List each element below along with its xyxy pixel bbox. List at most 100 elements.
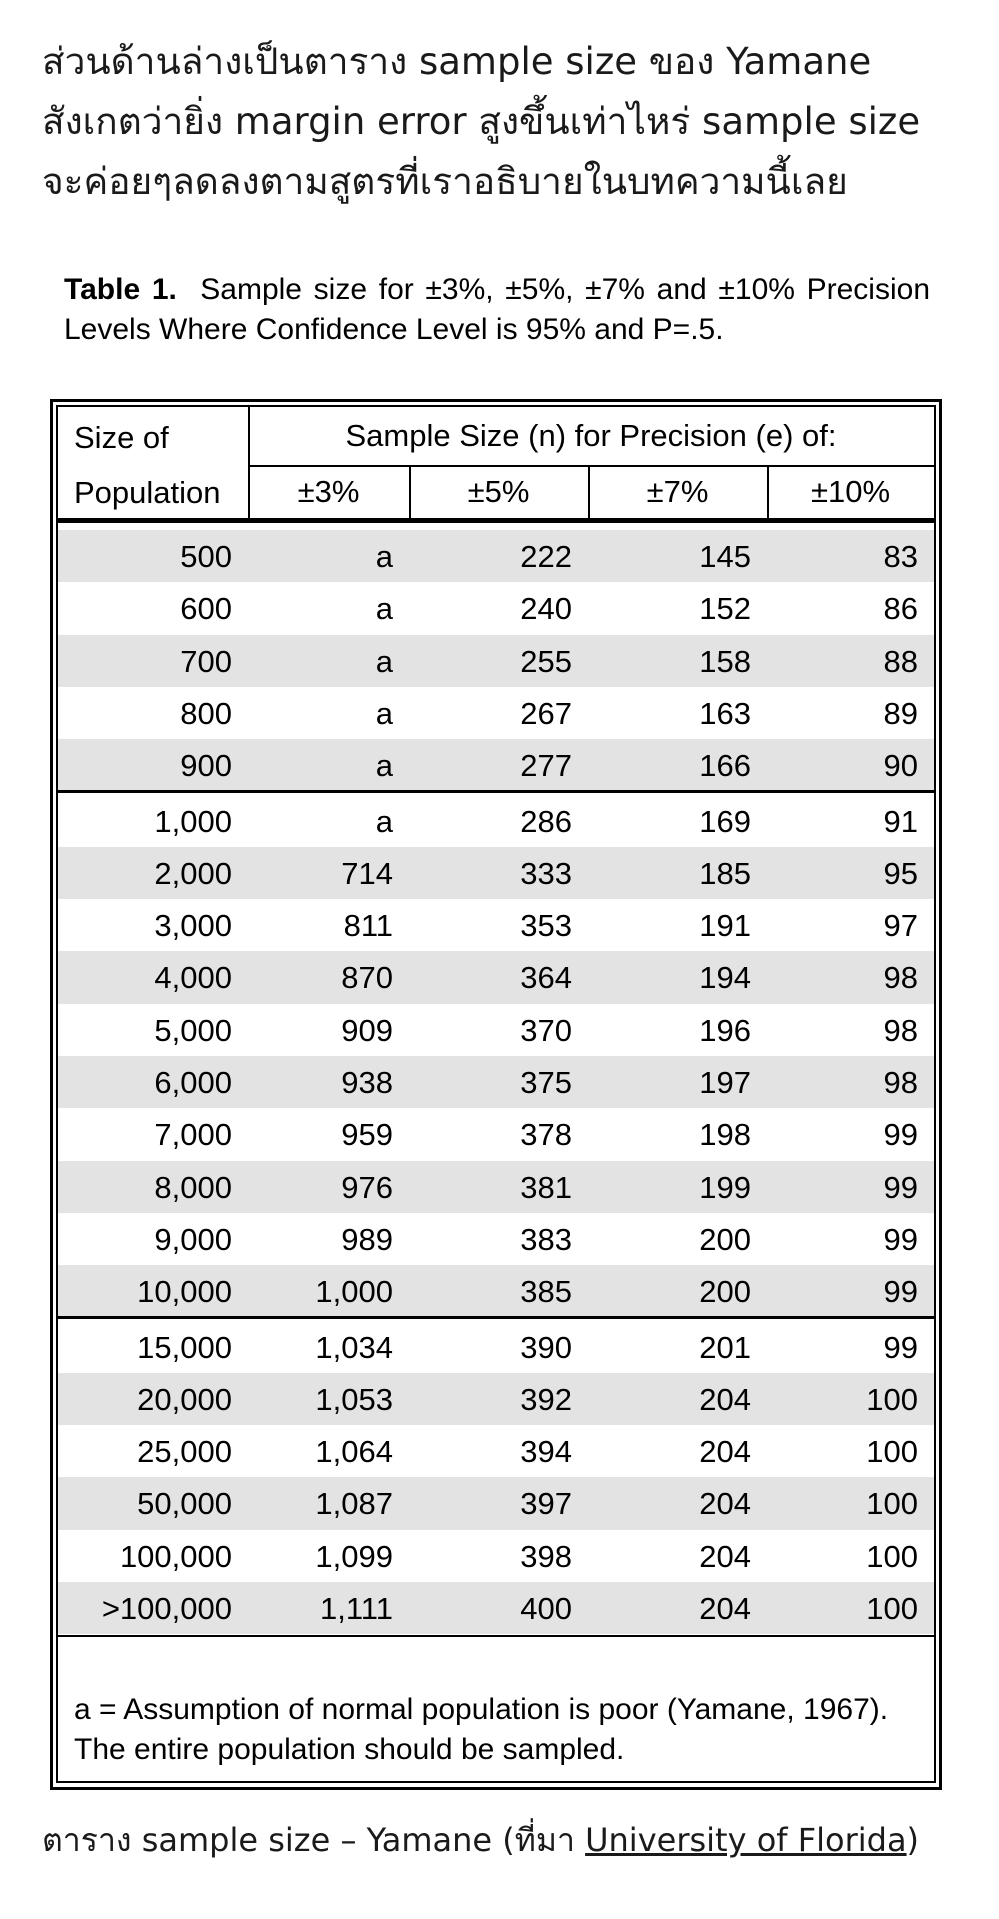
source-link[interactable]: University of Florida — [585, 1821, 907, 1859]
table-cell: a — [375, 643, 393, 679]
row-shade — [58, 739, 934, 792]
table-cell: 198 — [699, 1117, 751, 1153]
table-cell: 50,000 — [137, 1486, 232, 1522]
table-cell: 97 — [883, 908, 918, 944]
table-cell: 240 — [520, 591, 572, 627]
table-cell: 200 — [699, 1274, 751, 1310]
table-cell: 89 — [883, 695, 918, 731]
table-cell: 99 — [883, 1329, 918, 1365]
table-border — [56, 1315, 936, 1319]
row-shade — [58, 634, 934, 687]
table-cell: 333 — [520, 855, 572, 891]
table-cell: 714 — [341, 855, 393, 891]
table-border — [934, 405, 936, 1783]
row-shade — [58, 951, 934, 1004]
table-cell: 98 — [883, 960, 918, 996]
table-cell: a — [375, 695, 393, 731]
table-cell: 201 — [699, 1329, 751, 1365]
table-cell: 364 — [520, 960, 572, 996]
table-caption: Table 1. Sample size for ±3%, ±5%, ±7% a… — [64, 270, 930, 350]
intro-line: จะค่อยๆลดลงตามสูตรที่เราอธิบายในบทความนี… — [42, 160, 848, 203]
table-cell: 2,000 — [154, 855, 232, 891]
table-cell: 959 — [341, 1117, 393, 1153]
table-border — [56, 518, 936, 523]
table-cell: 255 — [520, 643, 572, 679]
table-cell: 277 — [520, 748, 572, 784]
table-border — [409, 465, 411, 520]
table-cell: 600 — [180, 591, 232, 627]
table-cell: a — [375, 803, 393, 839]
table-cell: 398 — [520, 1538, 572, 1574]
table-cell: 99 — [883, 1274, 918, 1310]
footnote: a = Assumption of normal population is p… — [74, 1693, 889, 1766]
table-cell: 1,000 — [154, 803, 232, 839]
table-cell: 158 — [699, 643, 751, 679]
table-border — [588, 465, 590, 520]
table-border — [50, 399, 942, 402]
table-cell: 870 — [341, 960, 393, 996]
table-cell: 381 — [520, 1169, 572, 1205]
table-cell: 400 — [520, 1591, 572, 1626]
table-border — [50, 1787, 942, 1790]
table-cell: 145 — [699, 539, 751, 574]
table-cell: 100 — [866, 1381, 918, 1417]
table-cell: 1,111 — [320, 1591, 393, 1626]
table-cell: 25,000 — [137, 1434, 232, 1470]
table-cell: 86 — [883, 591, 918, 627]
table-cell: 397 — [520, 1486, 572, 1522]
table-cell: 191 — [699, 908, 751, 944]
table-cell: 378 — [520, 1117, 572, 1153]
source-caption: ตาราง sample size – Yamane (ที่มา Univer… — [42, 1815, 919, 1866]
table-cell: 500 — [180, 539, 232, 574]
table-cell: 1,099 — [315, 1538, 393, 1574]
table-border — [56, 1635, 936, 1638]
table-cell: 194 — [699, 960, 751, 996]
caption-text: Sample size for ±3%, ±5%, ±7% and ±10% P… — [64, 273, 931, 346]
intro-line: ส่วนด้านล่างเป็นตาราง sample size ของ Ya… — [42, 40, 872, 83]
table-cell: 152 — [699, 591, 751, 627]
header-column: ±3% — [297, 474, 360, 509]
table-cell: 3,000 — [154, 908, 232, 944]
table-cell: 4,000 — [154, 960, 232, 996]
table-cell: 15,000 — [137, 1329, 232, 1365]
table-cell: 20,000 — [137, 1381, 232, 1417]
table-cell: 199 — [699, 1169, 751, 1205]
table-cell: 1,034 — [315, 1329, 393, 1365]
table-cell: 1,064 — [315, 1434, 393, 1470]
table-cell: 375 — [520, 1065, 572, 1100]
table-cell: 392 — [520, 1381, 572, 1417]
table-cell: a — [375, 539, 393, 574]
table-cell: 100 — [866, 1538, 918, 1574]
row-shade — [58, 1265, 934, 1318]
header-column: ±5% — [467, 474, 530, 509]
table-cell: 98 — [883, 1065, 918, 1100]
table-cell: 222 — [520, 539, 572, 574]
table-cell: 197 — [699, 1065, 751, 1100]
table-border — [56, 405, 936, 407]
table-cell: 204 — [699, 1538, 751, 1574]
table-cell: 1,000 — [315, 1274, 393, 1310]
table-cell: 83 — [883, 539, 918, 574]
table-cell: 900 — [180, 748, 232, 784]
table-border — [50, 399, 53, 1790]
table-cell: 7,000 — [154, 1117, 232, 1153]
table-cell: 385 — [520, 1274, 572, 1310]
table-cell: 95 — [883, 855, 918, 891]
table-cell: 800 — [180, 695, 232, 731]
table-cell: 989 — [341, 1221, 393, 1257]
table-cell: >100,000 — [101, 1591, 232, 1626]
table-cell: 6,000 — [154, 1065, 232, 1100]
intro-line: สังเกตว่ายิ่ง margin error สูงขึ้นเท่าไห… — [42, 100, 921, 143]
table-cell: 394 — [520, 1434, 572, 1470]
table-cell: 100,000 — [119, 1538, 232, 1574]
table-border — [56, 1781, 936, 1783]
row-shade — [58, 530, 934, 583]
row-shade — [58, 1582, 934, 1635]
source-suffix: ) — [906, 1821, 920, 1859]
row-shade — [58, 1372, 934, 1426]
caption-label: Table 1. — [64, 273, 177, 306]
table-cell: 353 — [520, 908, 572, 944]
table-cell: 99 — [883, 1169, 918, 1205]
table-cell: 98 — [883, 1012, 918, 1048]
table-cell: 88 — [883, 643, 918, 679]
